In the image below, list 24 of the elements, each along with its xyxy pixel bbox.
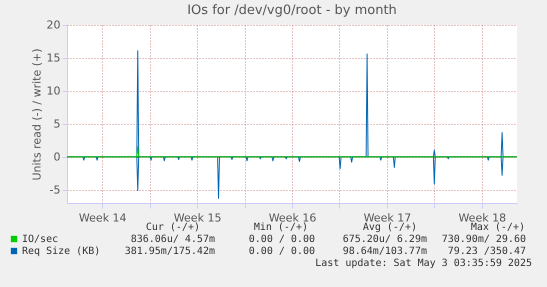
- text: 0.00 / 0.00: [248, 246, 315, 257]
- x-tick-label: Week 14: [78, 212, 127, 224]
- text: 381.95m/175.42m: [124, 246, 215, 257]
- text: Cur (-/+): [146, 222, 200, 233]
- text: Max (-/+): [470, 222, 525, 233]
- text: 730.90m/ 29.60: [442, 234, 526, 245]
- y-axis-title: Units read (-) / write (+): [30, 48, 44, 181]
- y-tick-label: -5: [50, 183, 60, 196]
- text: 675.20u/ 6.29m: [342, 234, 427, 245]
- text: Min (-/+): [254, 222, 308, 233]
- text: Avg (-/+): [362, 222, 417, 233]
- text: 79.23 /350.47: [448, 246, 526, 257]
- text: 0.00 / 0.00: [248, 234, 315, 245]
- y-tick-label: 20: [46, 18, 60, 32]
- text: Last update: Sat May 3 03:35:59 2025: [315, 258, 532, 269]
- chart-title: IOs for /dev/vg0/root - by month: [187, 3, 397, 18]
- legend-label: Req Size (KB): [22, 246, 100, 257]
- legend-label: IO/sec: [22, 234, 58, 245]
- y-tick-label: 0: [54, 150, 60, 164]
- y-tick-label: 5: [54, 117, 60, 130]
- text: 836.06u/ 4.57m: [130, 234, 215, 245]
- text: 98.64m/103.77m: [342, 246, 427, 257]
- y-tick-label: 10: [46, 84, 60, 98]
- y-tick-label: 15: [46, 51, 60, 64]
